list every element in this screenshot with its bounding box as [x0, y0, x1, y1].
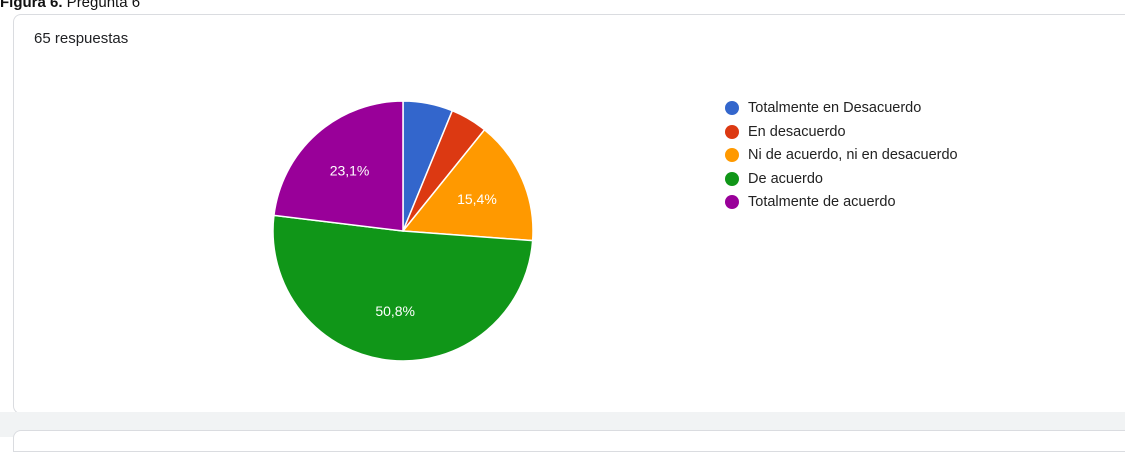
legend-item: Totalmente de acuerdo	[725, 191, 958, 213]
legend-item: Ni de acuerdo, ni en desacuerdo	[725, 144, 958, 166]
legend-swatch	[725, 124, 739, 139]
legend-swatch	[725, 101, 739, 115]
results-card	[13, 14, 1125, 414]
legend-label: Ni de acuerdo, ni en desacuerdo	[748, 147, 958, 163]
legend-label: De acuerdo	[748, 170, 823, 187]
legend-item: Totalmente en Desacuerdo	[725, 97, 958, 119]
pie-slice-5	[273, 100, 404, 232]
legend-label: Totalmente de acuerdo	[748, 194, 896, 210]
legend-item: De acuerdo	[725, 168, 958, 190]
legend-item: En desacuerdo	[725, 121, 958, 143]
figure-caption-prefix: Figura 6.	[0, 0, 63, 11]
pie-chart: 15,4% 50,8% 23,1%	[272, 100, 534, 362]
legend-label: Totalmente en Desacuerdo	[748, 100, 922, 116]
pie-data-label-5: 23,1%	[330, 163, 370, 179]
pie-slice-3	[401, 128, 534, 242]
legend-swatch	[725, 171, 739, 186]
response-count: 65 respuestas	[34, 30, 129, 47]
pie-data-label-3: 15,4%	[457, 191, 497, 207]
legend-label: En desacuerdo	[748, 123, 846, 140]
legend-swatch	[725, 148, 739, 162]
pie-slice-4	[272, 214, 534, 362]
pie-data-label-4: 50,8%	[375, 303, 415, 319]
chart-legend: Totalmente en Desacuerdo En desacuerdo Ni …	[725, 97, 958, 215]
figure-caption: Figura 6. Pregunta 6	[0, 0, 140, 11]
figure-caption-text: Pregunta 6	[62, 0, 141, 11]
legend-swatch	[725, 195, 739, 209]
